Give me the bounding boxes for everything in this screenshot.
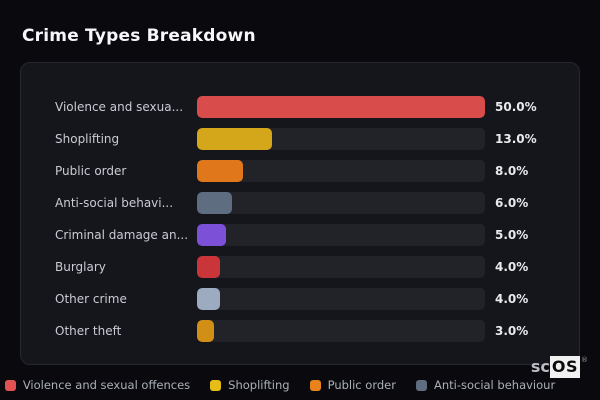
chart-row: Anti-social behavi... 6.0% (55, 187, 551, 219)
bar-track (197, 256, 485, 278)
legend-item-shoplifting[interactable]: Shoplifting (210, 378, 290, 392)
value-label: 4.0% (495, 292, 529, 306)
bar[interactable] (197, 288, 221, 310)
page-title: Crime Types Breakdown (22, 26, 256, 46)
chart-row: Violence and sexua... 50.0% (55, 91, 551, 123)
value-label: 13.0% (495, 132, 537, 146)
category-label: Public order (55, 164, 127, 178)
legend-swatch (309, 379, 321, 391)
bar-track (197, 160, 485, 182)
legend-label: Public order (327, 378, 396, 392)
value-label: 5.0% (495, 228, 529, 242)
logo-text-sc: sc (530, 357, 550, 376)
bar[interactable] (197, 256, 221, 278)
bar-track (197, 96, 485, 118)
scos-logo: sc OS ® (531, 356, 588, 378)
value-label: 6.0% (495, 196, 529, 210)
bar-track (197, 128, 485, 150)
category-label: Burglary (55, 260, 106, 274)
bar[interactable] (197, 96, 485, 118)
bar-track (197, 224, 485, 246)
legend-swatch (4, 379, 16, 391)
legend-item-anti-social[interactable]: Anti-social behaviour (415, 378, 556, 392)
value-label: 4.0% (495, 260, 529, 274)
value-label: 8.0% (495, 164, 529, 178)
chart-row: Other theft 3.0% (55, 315, 551, 347)
bar[interactable] (197, 224, 226, 246)
category-label: Violence and sexua... (55, 100, 184, 114)
bar[interactable] (197, 192, 232, 214)
chart-legend: Violence and sexual offences Shoplifting… (0, 378, 560, 392)
legend-label: Violence and sexual offences (22, 378, 191, 392)
bar[interactable] (197, 320, 215, 342)
logo-text-os: OS (549, 356, 580, 378)
category-label: Anti-social behavi... (55, 196, 174, 210)
category-label: Criminal damage an... (55, 228, 189, 242)
chart-row: Shoplifting 13.0% (55, 123, 551, 155)
chart-card: Violence and sexua... 50.0% Shoplifting … (20, 62, 580, 365)
bar-chart: Violence and sexua... 50.0% Shoplifting … (55, 91, 551, 347)
category-label: Shoplifting (55, 132, 120, 146)
value-label: 3.0% (495, 324, 529, 338)
legend-label: Anti-social behaviour (433, 378, 556, 392)
legend-swatch (415, 379, 427, 391)
category-label: Other theft (55, 324, 122, 338)
legend-swatch (210, 379, 222, 391)
bar[interactable] (197, 160, 244, 182)
legend-item-public-order[interactable]: Public order (309, 378, 396, 392)
bar[interactable] (197, 128, 272, 150)
legend-label: Shoplifting (228, 378, 290, 392)
chart-row: Criminal damage an... 5.0% (55, 219, 551, 251)
bar-track (197, 288, 485, 310)
bar-track (197, 192, 485, 214)
bar-track (197, 320, 485, 342)
registered-mark-icon: ® (581, 356, 588, 364)
value-label: 50.0% (495, 100, 537, 114)
chart-row: Burglary 4.0% (55, 251, 551, 283)
chart-row: Public order 8.0% (55, 155, 551, 187)
legend-item-violence[interactable]: Violence and sexual offences (4, 378, 191, 392)
category-label: Other crime (55, 292, 127, 306)
chart-row: Other crime 4.0% (55, 283, 551, 315)
